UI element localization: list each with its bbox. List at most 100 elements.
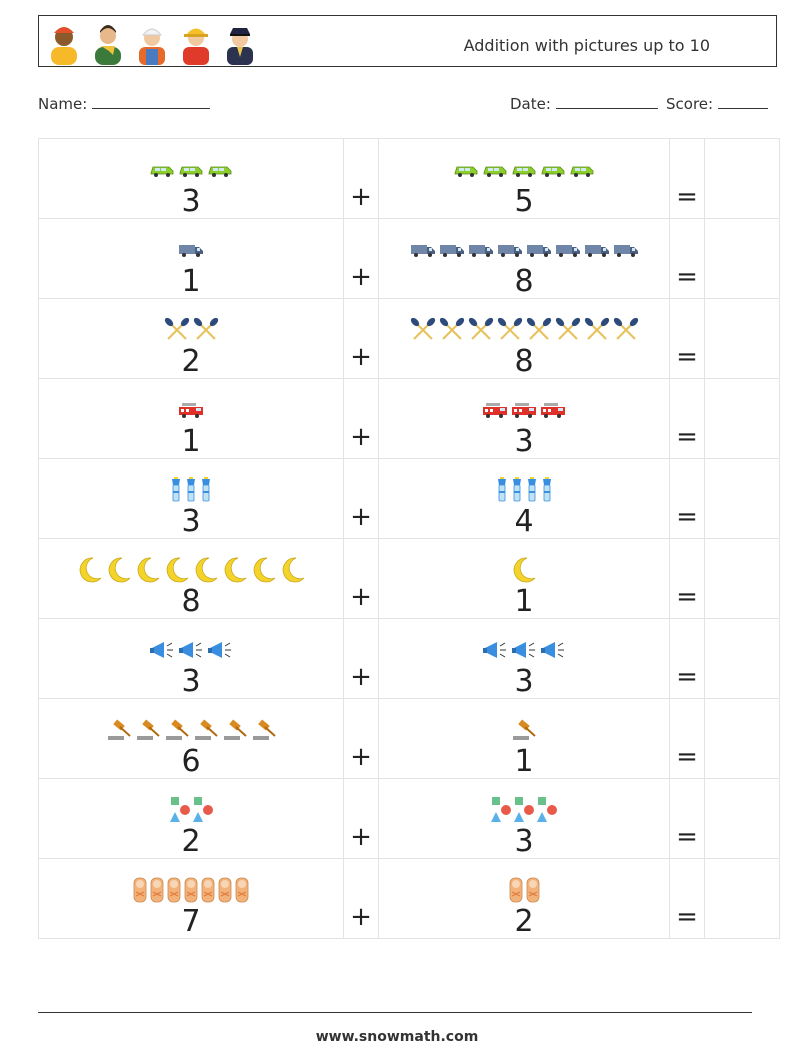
answer-cell[interactable] xyxy=(704,218,780,299)
problem-row: 6 +1 = xyxy=(38,698,780,779)
plus-sign: + xyxy=(343,218,379,299)
avatar-row xyxy=(45,19,259,65)
paddles-icon xyxy=(410,317,436,347)
plus-sign: + xyxy=(343,778,379,859)
green-car-icon xyxy=(178,163,204,182)
addend-b-number: 1 xyxy=(514,744,534,779)
answer-cell[interactable] xyxy=(704,698,780,779)
answer-cell[interactable] xyxy=(704,458,780,539)
picture-group xyxy=(39,718,343,746)
green-car-icon xyxy=(453,163,479,182)
date-field[interactable]: Date: xyxy=(510,94,658,113)
addend-b-number: 2 xyxy=(514,904,534,939)
crescent-moon-icon xyxy=(106,556,132,588)
baby-icon xyxy=(167,876,181,908)
picture-group xyxy=(379,317,669,347)
page-title: Addition with pictures up to 10 xyxy=(463,36,710,55)
delivery-van-icon xyxy=(468,242,494,262)
equals-sign: = xyxy=(669,778,705,859)
fire-truck-icon xyxy=(178,401,204,423)
police-officer-icon xyxy=(221,19,259,65)
person-orange-icon xyxy=(45,19,83,65)
problem-row: 2 +8 = xyxy=(38,298,780,379)
addend-b-number: 3 xyxy=(514,824,534,859)
paddles-icon xyxy=(584,317,610,347)
crescent-moon-icon xyxy=(222,556,248,588)
answer-cell[interactable] xyxy=(704,298,780,379)
picture-group xyxy=(379,158,669,186)
delivery-van-icon xyxy=(178,242,204,262)
crescent-moon-icon xyxy=(251,556,277,588)
picture-group xyxy=(379,876,669,908)
paddles-icon xyxy=(497,317,523,347)
gavel-icon xyxy=(251,719,277,745)
name-blank[interactable] xyxy=(92,94,211,109)
answer-cell[interactable] xyxy=(704,858,780,939)
plus-sign: + xyxy=(343,538,379,619)
score-blank[interactable] xyxy=(717,94,768,109)
plus-sign: + xyxy=(343,618,379,699)
answer-cell[interactable] xyxy=(704,138,780,219)
score-label: Score: xyxy=(666,95,714,113)
gavel-icon xyxy=(222,719,248,745)
date-blank[interactable] xyxy=(555,94,658,109)
addend-a-cell: 6 xyxy=(38,698,344,779)
addend-a-number: 1 xyxy=(181,424,201,459)
gavel-icon xyxy=(511,719,537,745)
crescent-moon-icon xyxy=(164,556,190,588)
shapes-icon xyxy=(491,796,511,828)
plus-sign: + xyxy=(343,698,379,779)
addend-b-number: 3 xyxy=(514,424,534,459)
addend-a-cell: 2 xyxy=(38,778,344,859)
megaphone-icon xyxy=(482,639,508,665)
picture-group xyxy=(39,158,343,186)
addend-b-number: 8 xyxy=(514,264,534,299)
addend-a-cell: 2 xyxy=(38,298,344,379)
paddles-icon xyxy=(468,317,494,347)
flashlight-icon xyxy=(185,477,197,507)
baby-icon xyxy=(133,876,147,908)
paddles-icon xyxy=(613,317,639,347)
gavel-icon xyxy=(164,719,190,745)
addend-b-number: 1 xyxy=(514,584,534,619)
delivery-van-icon xyxy=(613,242,639,262)
equals-sign: = xyxy=(669,218,705,299)
addend-a-number: 7 xyxy=(181,904,201,939)
addend-b-cell: 4 xyxy=(378,458,670,539)
paddles-icon xyxy=(439,317,465,347)
answer-cell[interactable] xyxy=(704,778,780,859)
megaphone-icon xyxy=(540,639,566,665)
shapes-icon xyxy=(192,796,213,828)
addend-a-cell: 8 xyxy=(38,538,344,619)
addend-a-number: 6 xyxy=(181,744,201,779)
answer-cell[interactable] xyxy=(704,538,780,619)
person-scarf-icon xyxy=(89,19,127,65)
name-field[interactable]: Name: xyxy=(38,94,211,113)
addend-b-cell: 1 xyxy=(378,538,670,619)
delivery-van-icon xyxy=(439,242,465,262)
delivery-van-icon xyxy=(410,242,436,262)
worker-helmet-icon xyxy=(133,19,171,65)
date-label: Date: xyxy=(510,95,551,113)
addend-b-number: 5 xyxy=(514,184,534,219)
answer-cell[interactable] xyxy=(704,618,780,699)
megaphone-icon xyxy=(149,639,175,665)
plus-sign: + xyxy=(343,858,379,939)
green-car-icon xyxy=(540,163,566,182)
addend-b-cell: 8 xyxy=(378,218,670,299)
baby-icon xyxy=(526,876,540,908)
plus-sign: + xyxy=(343,378,379,459)
shapes-icon xyxy=(514,796,534,828)
problem-row: 2 +3 = xyxy=(38,778,780,859)
problem-row: 1 +3 = xyxy=(38,378,780,459)
delivery-van-icon xyxy=(555,242,581,262)
baby-icon xyxy=(184,876,198,908)
gavel-icon xyxy=(106,719,132,745)
score-field[interactable]: Score: xyxy=(666,94,768,113)
picture-group xyxy=(39,876,343,908)
firefighter-icon xyxy=(177,19,215,65)
picture-group xyxy=(379,638,669,666)
picture-group xyxy=(39,556,343,588)
addend-b-cell: 3 xyxy=(378,618,670,699)
answer-cell[interactable] xyxy=(704,378,780,459)
